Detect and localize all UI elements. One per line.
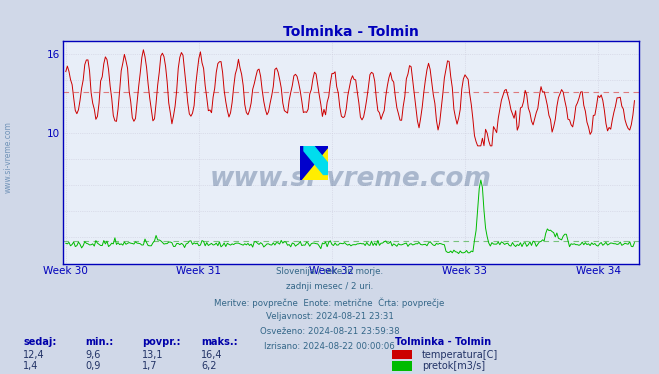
Text: Izrisano: 2024-08-22 00:00:06: Izrisano: 2024-08-22 00:00:06 bbox=[264, 342, 395, 351]
Polygon shape bbox=[304, 146, 328, 174]
Text: sedaj:: sedaj: bbox=[23, 337, 57, 347]
Text: www.si-vreme.com: www.si-vreme.com bbox=[3, 121, 13, 193]
Text: pretok[m3/s]: pretok[m3/s] bbox=[422, 361, 485, 371]
Text: 1,4: 1,4 bbox=[23, 361, 38, 371]
Text: min.:: min.: bbox=[86, 337, 114, 347]
Text: Meritve: povprečne  Enote: metrične  Črta: povprečje: Meritve: povprečne Enote: metrične Črta:… bbox=[214, 297, 445, 308]
Text: maks.:: maks.: bbox=[201, 337, 238, 347]
Text: www.si-vreme.com: www.si-vreme.com bbox=[210, 166, 492, 192]
Text: Osveženo: 2024-08-21 23:59:38: Osveženo: 2024-08-21 23:59:38 bbox=[260, 327, 399, 336]
Text: Slovenija / reke in morje.: Slovenija / reke in morje. bbox=[276, 267, 383, 276]
Text: 6,2: 6,2 bbox=[201, 361, 217, 371]
Text: Tolminka - Tolmin: Tolminka - Tolmin bbox=[395, 337, 492, 347]
Text: zadnji mesec / 2 uri.: zadnji mesec / 2 uri. bbox=[286, 282, 373, 291]
Text: 16,4: 16,4 bbox=[201, 350, 223, 359]
Text: Veljavnost: 2024-08-21 23:31: Veljavnost: 2024-08-21 23:31 bbox=[266, 312, 393, 321]
Text: 1,7: 1,7 bbox=[142, 361, 158, 371]
Title: Tolminka - Tolmin: Tolminka - Tolmin bbox=[283, 25, 419, 39]
Text: 0,9: 0,9 bbox=[86, 361, 101, 371]
Polygon shape bbox=[300, 146, 328, 180]
Text: 12,4: 12,4 bbox=[23, 350, 45, 359]
Text: temperatura[C]: temperatura[C] bbox=[422, 350, 498, 359]
Text: 9,6: 9,6 bbox=[86, 350, 101, 359]
Text: 13,1: 13,1 bbox=[142, 350, 163, 359]
Text: povpr.:: povpr.: bbox=[142, 337, 180, 347]
Polygon shape bbox=[300, 146, 328, 180]
